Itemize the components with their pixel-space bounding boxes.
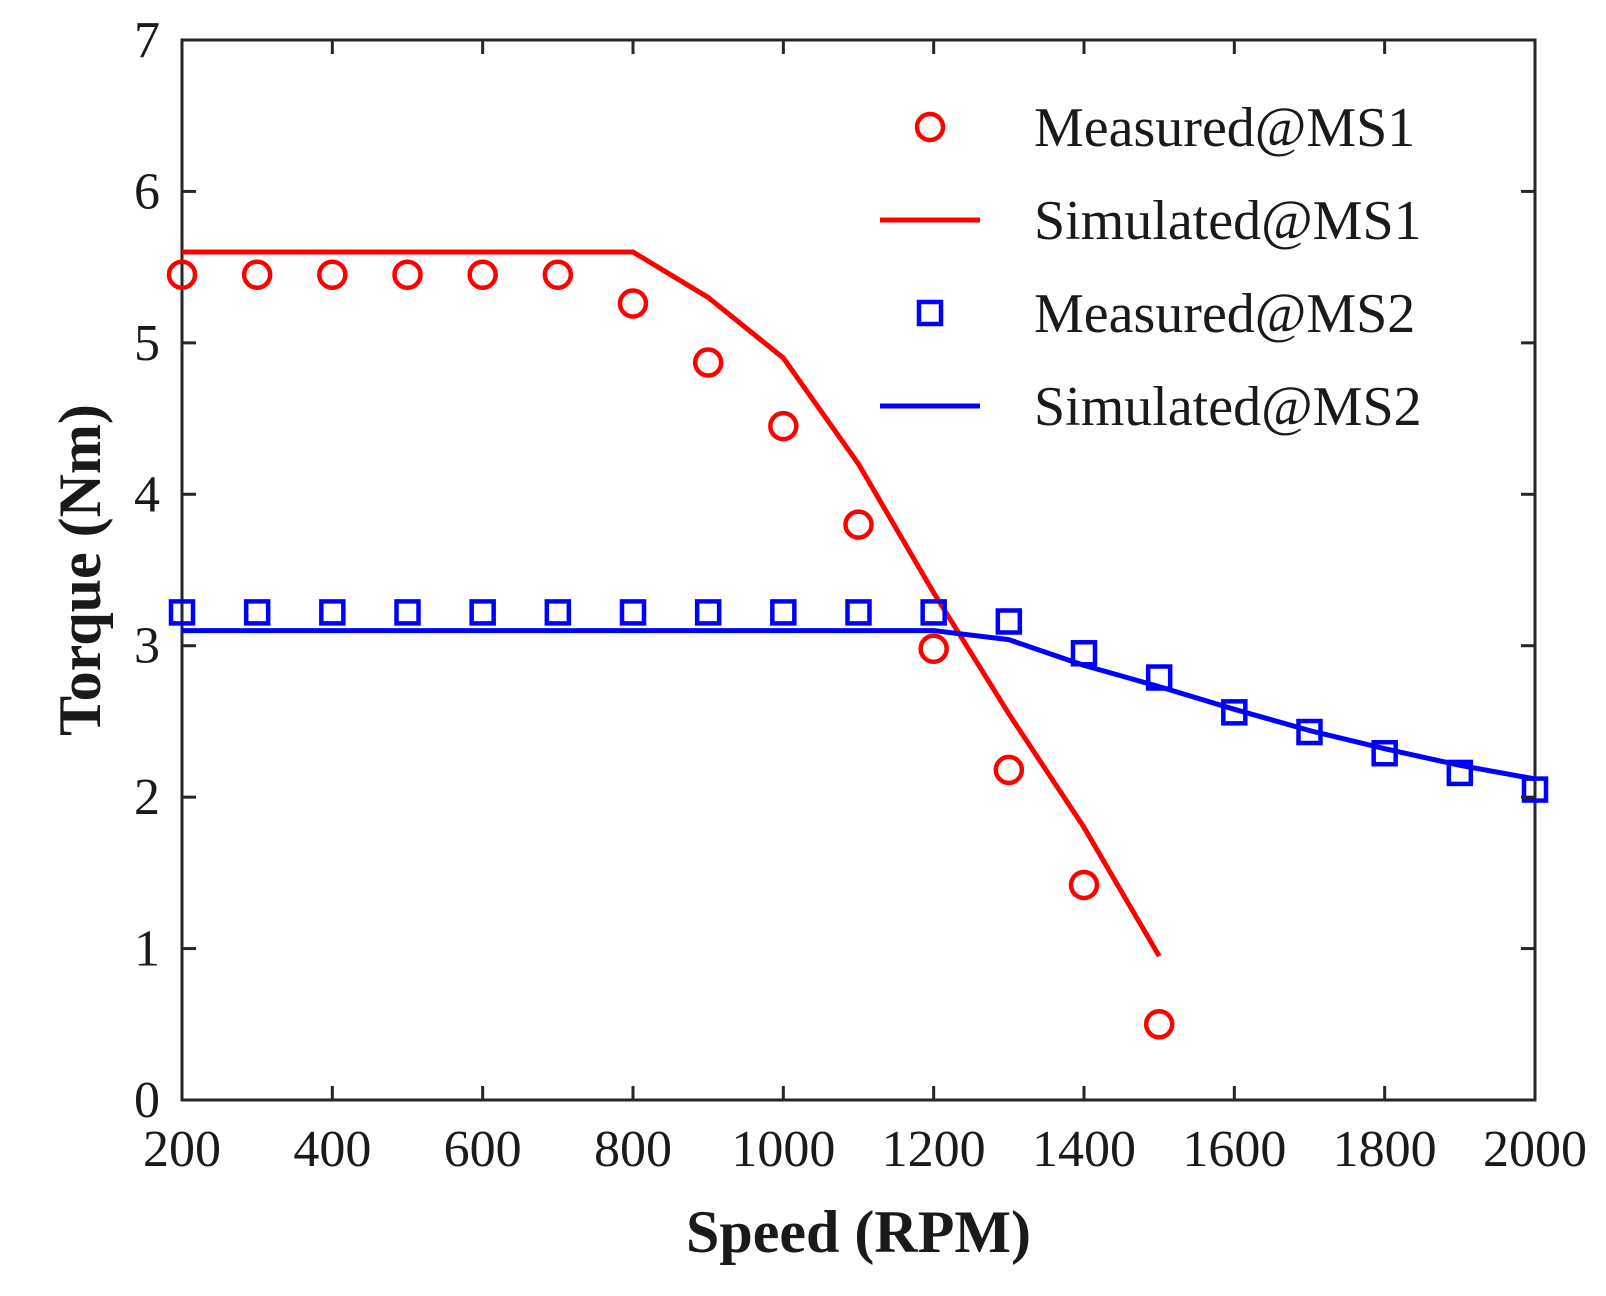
legend: Measured@MS1 Simulated@MS1 Measured@MS2 Sim… [880, 97, 1422, 438]
x-tick-label: 1600 [1182, 1121, 1286, 1178]
y-tick-label: 0 [134, 1072, 160, 1129]
data-point-circle [1146, 1011, 1172, 1037]
x-tick-label: 1000 [731, 1121, 835, 1178]
legend-item: Measured@MS2 [919, 283, 1415, 345]
series-simulated-ms1 [182, 252, 1159, 956]
data-point-square [547, 601, 569, 623]
series-line [182, 631, 1535, 779]
legend-item: Simulated@MS2 [880, 376, 1422, 438]
y-tick-label: 6 [134, 163, 160, 220]
data-point-square [697, 601, 719, 623]
data-point-circle [545, 262, 571, 288]
data-point-square [397, 601, 419, 623]
y-tick-label: 3 [134, 618, 160, 675]
y-tick-label: 4 [134, 466, 160, 523]
legend-label: Simulated@MS1 [1034, 190, 1422, 252]
data-point-circle [319, 262, 345, 288]
series-measured-ms1 [169, 262, 1172, 1038]
data-point-square [321, 601, 343, 623]
data-point-circle [695, 350, 721, 376]
legend-label: Measured@MS2 [1034, 283, 1415, 345]
y-tick-label: 7 [134, 12, 160, 69]
y-tick-label: 2 [134, 769, 160, 826]
data-point-square [998, 610, 1020, 632]
legend-item: Simulated@MS1 [880, 190, 1422, 252]
torque-speed-chart: 200 400 600 800 1000 1200 1400 1600 1800 2000 0 1 2 3… [0, 0, 1606, 1296]
x-tick-label: 400 [293, 1121, 371, 1178]
y-tick-label: 5 [134, 315, 160, 372]
data-point-square [848, 601, 870, 623]
data-point-square [772, 601, 794, 623]
series-line [182, 252, 1159, 956]
series-layer [169, 252, 1546, 1037]
y-axis-title: Torque (Nm) [47, 404, 113, 736]
x-axis-title: Speed (RPM) [686, 1199, 1031, 1265]
x-tick-label: 200 [143, 1121, 221, 1178]
x-tick-label: 800 [594, 1121, 672, 1178]
tick-layer: 200 400 600 800 1000 1200 1400 1600 1800 2000 0 1 2 3… [134, 12, 1587, 1178]
series-simulated-ms2 [182, 631, 1535, 779]
data-point-circle [770, 413, 796, 439]
data-point-square [472, 601, 494, 623]
legend-item: Measured@MS1 [917, 97, 1415, 159]
data-point-square [246, 601, 268, 623]
legend-marker-swatch [919, 302, 941, 324]
data-point-circle [620, 290, 646, 316]
data-point-circle [996, 757, 1022, 783]
y-tick-label: 1 [134, 921, 160, 978]
legend-label: Simulated@MS2 [1034, 376, 1422, 438]
data-point-circle [1071, 872, 1097, 898]
legend-label: Measured@MS1 [1034, 97, 1415, 159]
legend-marker-swatch [917, 114, 943, 140]
x-tick-label: 1800 [1333, 1121, 1437, 1178]
data-point-circle [846, 512, 872, 538]
x-tick-label: 1400 [1032, 1121, 1136, 1178]
data-point-circle [921, 636, 947, 662]
data-point-circle [470, 262, 496, 288]
x-tick-label: 1200 [882, 1121, 986, 1178]
data-point-square [622, 601, 644, 623]
x-tick-label: 600 [444, 1121, 522, 1178]
x-tick-label: 2000 [1483, 1121, 1587, 1178]
data-point-circle [395, 262, 421, 288]
data-point-circle [244, 262, 270, 288]
